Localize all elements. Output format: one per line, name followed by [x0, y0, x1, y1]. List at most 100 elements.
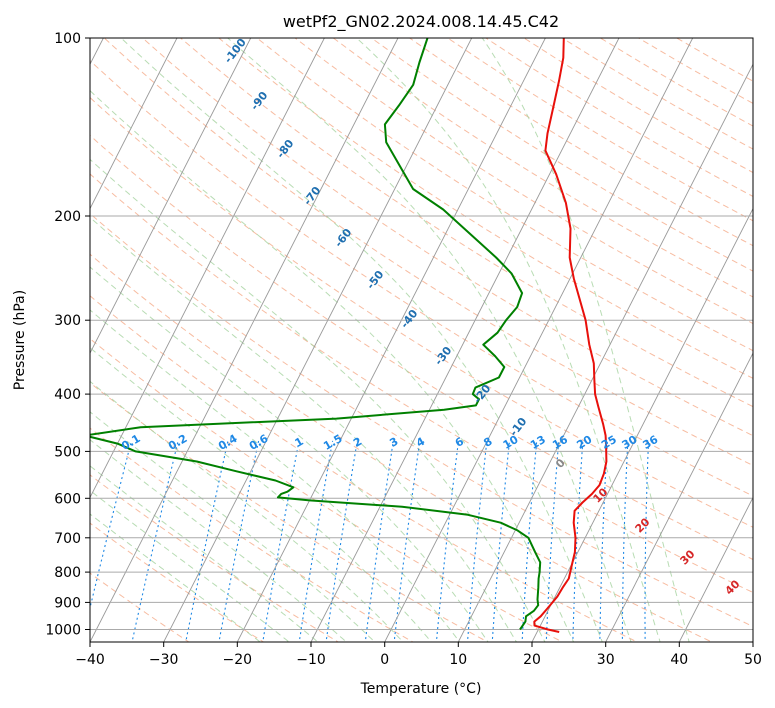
x-tick-label: −40 [75, 652, 105, 668]
y-tick-label: 900 [54, 595, 81, 611]
y-tick-label: 1000 [45, 623, 81, 639]
chart-title: wetPf2_GN02.2024.008.14.45.C42 [283, 12, 559, 32]
moist-adiabat-label: 10 [591, 485, 611, 505]
dry-adiabat [90, 173, 753, 594]
moist-adiabat [90, 465, 319, 642]
mixing-ratio-label: 0.2 [166, 432, 189, 453]
x-tick-label: 10 [449, 652, 467, 668]
mixing-ratio-line [545, 440, 560, 642]
dry-adiabat-label: -80 [274, 137, 297, 161]
y-axis-label: Pressure (hPa) [12, 290, 28, 390]
mixing-ratio-label: 1 [293, 435, 306, 450]
dry-adiabat [599, 38, 753, 127]
dry-adiabat [485, 38, 753, 197]
dry-adiabat [90, 338, 564, 642]
isotherm [605, 352, 753, 642]
mixing-ratio-label: 2 [351, 435, 364, 450]
mixing-ratio-line [491, 440, 511, 642]
y-tick-label: 400 [54, 387, 81, 403]
dewpoint-profile [90, 38, 542, 631]
mixing-ratio-line [298, 440, 334, 642]
moist-adiabat-label: 20 [633, 515, 653, 535]
dry-adiabat-label: -60 [332, 226, 355, 250]
mixing-ratio-line [644, 440, 650, 642]
mixing-ratio-label: 36 [640, 433, 660, 452]
mixing-ratio-label: 3 [387, 435, 400, 450]
mixing-ratio-line [218, 440, 260, 642]
mixing-ratio-line [393, 440, 421, 642]
mixing-ratio-line [521, 440, 538, 642]
mixing-ratio-line [325, 440, 358, 642]
isotherm [90, 38, 399, 642]
isotherm [457, 63, 753, 642]
dry-adiabat-label: -40 [398, 307, 421, 331]
mixing-ratio-line [364, 440, 394, 642]
isotherm [90, 38, 325, 499]
dry-adiabat [90, 427, 414, 642]
mixing-ratio-line [466, 440, 488, 642]
isotherm [236, 38, 546, 642]
x-tick-label: −10 [296, 652, 326, 668]
mixing-ratio-line [435, 440, 460, 642]
isotherm [310, 38, 620, 642]
x-axis-label: Temperature (°C) [360, 681, 482, 697]
mixing-ratio-label: 25 [599, 433, 619, 452]
dry-adiabat [90, 572, 190, 642]
dry-adiabat-label: -50 [364, 268, 387, 292]
x-tick-label: 0 [380, 652, 389, 668]
y-tick-label: 300 [54, 313, 81, 329]
moist-adiabat [90, 158, 546, 642]
dry-adiabat [218, 38, 753, 379]
dry-adiabat [90, 212, 753, 628]
moist-adiabat [90, 513, 262, 642]
reference-lines [90, 38, 753, 642]
dry-adiabat [179, 38, 753, 408]
mixing-ratio-label: 13 [528, 433, 548, 452]
x-tick-label: 50 [744, 652, 762, 668]
dry-adiabat [141, 38, 753, 437]
y-axis-ticks: 100 200 300 400 500 600 700 800 900 1000 [45, 31, 90, 639]
x-tick-label: 20 [523, 652, 541, 668]
dry-adiabat [90, 134, 753, 561]
dry-adiabat [90, 96, 753, 528]
x-axis-ticks: −40 −30 −20 −10 0 10 20 30 40 50 [75, 642, 762, 668]
isotherm [678, 496, 753, 642]
mixing-ratio-line [599, 440, 609, 642]
isotherm [384, 38, 694, 642]
moist-adiabat [90, 439, 348, 642]
y-tick-label: 600 [54, 491, 81, 507]
plot-frame [89, 37, 754, 643]
isotherm [90, 38, 178, 210]
y-tick-label: 700 [54, 531, 81, 547]
mixing-ratio-label: 16 [550, 433, 570, 452]
x-tick-label: −20 [223, 652, 253, 668]
mixing-ratio-line [621, 440, 629, 642]
mixing-ratio-line [572, 440, 584, 642]
moist-adiabat [90, 309, 461, 642]
moist-adiabat [481, 38, 690, 642]
dry-adiabat-label: -70 [301, 184, 324, 208]
dry-adiabat [90, 59, 753, 497]
x-tick-label: −30 [149, 652, 179, 668]
isotherm [90, 38, 252, 355]
mixing-ratio-label: 0.6 [247, 432, 271, 453]
dry-adiabat [446, 38, 753, 222]
sounding-lines [90, 38, 608, 633]
dry-adiabat [561, 38, 753, 150]
mixing-ratio-label: 0.4 [216, 432, 240, 453]
dry-adiabat [332, 38, 753, 298]
mixing-ratio-label: 30 [620, 433, 640, 452]
isotherm [163, 38, 473, 642]
isotherm [752, 641, 753, 642]
mixing-ratio-label: 4 [414, 435, 427, 450]
moist-adiabat-label: 40 [723, 577, 743, 597]
mixing-ratio-label: 0.1 [119, 432, 142, 453]
y-tick-label: 500 [54, 444, 81, 460]
dry-adiabat [90, 253, 713, 642]
mixing-ratio-line [185, 440, 229, 642]
dry-adiabat [294, 38, 753, 325]
dry-adiabat [90, 295, 639, 642]
dry-adiabat [90, 474, 340, 642]
temperature-profile [533, 38, 608, 633]
